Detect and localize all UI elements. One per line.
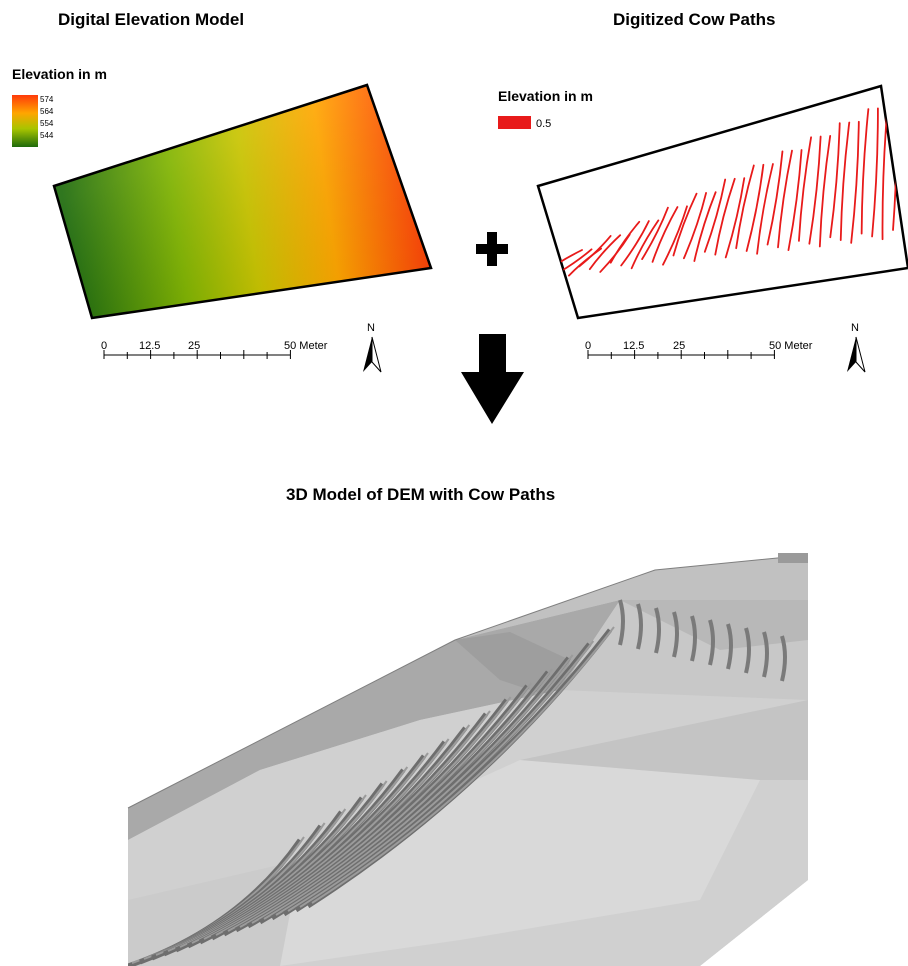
dem-scale-label-50: 50 Meter [284, 340, 328, 352]
dem-legend-value-564: 564 [40, 107, 54, 116]
plus-icon [476, 232, 508, 266]
cow-legend-title: Elevation in m [498, 88, 593, 104]
dem-scale-label-0: 0 [101, 340, 108, 352]
dem-legend-ramp [12, 95, 38, 147]
model3d-title: 3D Model of DEM with Cow Paths [286, 485, 556, 504]
cow-legend-value: 0.5 [536, 118, 552, 130]
dem-legend-value-554: 554 [40, 119, 54, 128]
cow-scale-label-50: 50 Meter [769, 340, 813, 352]
cow-paths-title: Digitized Cow Paths [613, 10, 776, 29]
model3d-terrain [127, 553, 809, 966]
dem-scalebar [103, 350, 291, 359]
dem-title: Digital Elevation Model [58, 10, 245, 29]
dem-scale-label-25: 25 [188, 340, 201, 352]
dem-north-arrow-icon [363, 336, 382, 373]
cow-scale-label-0: 0 [585, 340, 592, 352]
cow-north-arrow-icon [847, 336, 866, 373]
cow-paths-boundary [536, 84, 908, 320]
dem-legend-value-574: 574 [40, 95, 54, 104]
dem-legend-value-544: 544 [40, 131, 54, 140]
dem-boundary [52, 83, 433, 320]
cow-legend-swatch [498, 116, 531, 129]
dem-legend-title: Elevation in m [12, 66, 107, 82]
cow-scale-label-12: 12.5 [623, 340, 645, 352]
cow-scalebar [587, 350, 775, 359]
cow-scale-label-25: 25 [673, 340, 686, 352]
down-arrow-icon [461, 334, 524, 424]
dem-north-label: N [367, 322, 375, 334]
cow-north-label: N [851, 322, 859, 334]
dem-scale-label-12: 12.5 [139, 340, 161, 352]
